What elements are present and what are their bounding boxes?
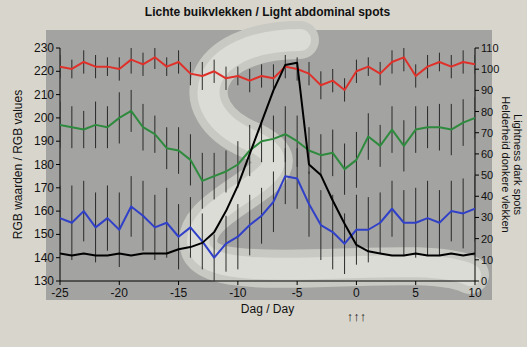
y-tick-label: 140 [34, 251, 54, 265]
y2-tick [475, 281, 479, 282]
y2-tick [475, 48, 479, 49]
y2-tick [475, 175, 479, 176]
plot-marks [60, 48, 475, 281]
series-line [60, 111, 475, 181]
y-tick [56, 164, 60, 165]
y2-axis-title: Lightness dark spots [512, 114, 524, 215]
x-tick [415, 281, 416, 285]
snake-shape [198, 40, 470, 275]
y2-tick-label: 110 [481, 42, 499, 54]
series-line [60, 176, 475, 258]
y2-tick-label: 70 [481, 127, 493, 139]
y2-tick [475, 132, 479, 133]
y-tick [56, 117, 60, 118]
y-tick [56, 71, 60, 72]
x-tick-label: -5 [292, 286, 303, 300]
y2-tick-label: 20 [481, 233, 493, 245]
y-tick-label: 170 [34, 181, 54, 195]
y-tick [56, 234, 60, 235]
x-axis-title: Dag / Day [241, 302, 294, 316]
y-tick-label: 220 [34, 64, 54, 78]
y-tick [56, 211, 60, 212]
x-tick [178, 281, 179, 285]
series-line [60, 57, 475, 90]
y2-tick [475, 238, 479, 239]
y-tick-label: 130 [34, 274, 54, 288]
y-tick-label: 210 [34, 88, 54, 102]
x-tick-label: -10 [229, 286, 247, 300]
x-tick-label: -20 [111, 286, 129, 300]
x-tick-label: -25 [51, 286, 69, 300]
y2-tick [475, 259, 479, 260]
y2-tick-label: 0 [481, 275, 487, 287]
title: Lichte buikvlekken / Light abdominal spo… [145, 5, 391, 19]
x-tick [119, 281, 120, 285]
background [0, 0, 527, 347]
chart: Lichte buikvlekken / Light abdominal spo… [0, 0, 527, 347]
y-tick [56, 48, 60, 49]
y2-tick [475, 153, 479, 154]
y-tick-label: 180 [34, 158, 54, 172]
y-tick-label: 190 [34, 134, 54, 148]
y2-tick [475, 111, 479, 112]
y-axis-title: RGB waarden / RGB values [11, 90, 25, 239]
x-tick-label: -15 [170, 286, 188, 300]
y-tick-label: 150 [34, 227, 54, 241]
y2-tick-label: 80 [481, 106, 493, 118]
y2-axis-title: Helderheid donkere vlekken [500, 96, 512, 232]
x-tick-label: 10 [468, 286, 482, 300]
y-tick [56, 257, 60, 258]
x-tick [356, 281, 357, 285]
y-tick [56, 281, 60, 282]
y2-axis-line [475, 48, 476, 281]
y2-tick-label: 100 [481, 63, 499, 75]
y2-tick-label: 30 [481, 211, 493, 223]
y2-tick-label: 60 [481, 148, 493, 160]
photo-area [46, 30, 492, 300]
y2-tick [475, 90, 479, 91]
x-tick [237, 281, 238, 285]
y2-tick [475, 69, 479, 70]
y-tick-label: 160 [34, 204, 54, 218]
x-tick [475, 281, 476, 285]
y-tick [56, 141, 60, 142]
y-tick [56, 187, 60, 188]
y-tick [56, 94, 60, 95]
y-tick-label: 200 [34, 111, 54, 125]
y-tick-label: 230 [34, 41, 54, 55]
x-tick [297, 281, 298, 285]
y2-tick-label: 90 [481, 84, 493, 96]
y2-tick-label: 10 [481, 254, 493, 266]
series-line [60, 63, 475, 256]
x-tick-label: 0 [353, 286, 360, 300]
y2-tick [475, 196, 479, 197]
snake-shape [198, 40, 470, 275]
x-axis-line [60, 281, 475, 282]
y2-tick-label: 50 [481, 169, 493, 181]
x-tick [60, 281, 61, 285]
y2-tick [475, 217, 479, 218]
annotation: ↑↑↑ [347, 309, 367, 324]
y2-tick-label: 40 [481, 190, 493, 202]
x-tick-label: 5 [412, 286, 419, 300]
